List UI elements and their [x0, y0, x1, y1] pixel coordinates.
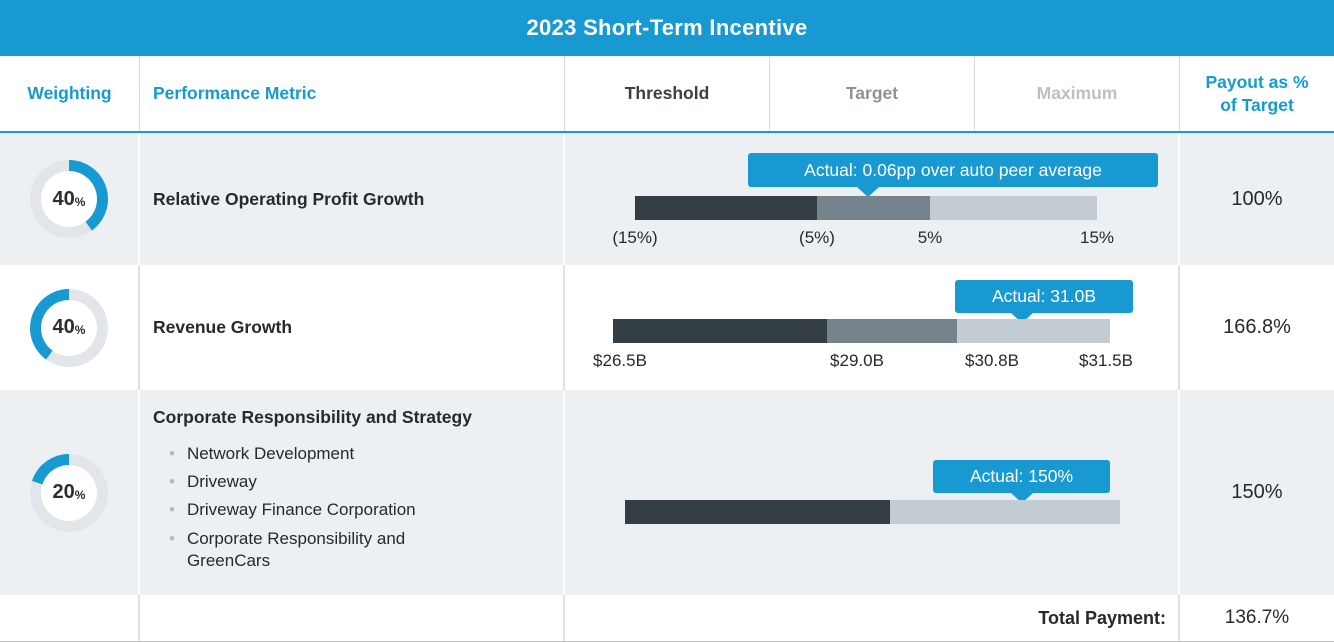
metric-cell: Revenue Growth — [140, 265, 565, 390]
axis-tick: 5% — [917, 228, 943, 247]
payout-cell: 150% — [1180, 390, 1334, 595]
donut-label: 20% — [41, 464, 97, 521]
page-title: 2023 Short-Term Incentive — [526, 15, 808, 40]
list-item: Driveway Finance Corporation — [153, 499, 543, 521]
metric-cell: Corporate Responsibility and Strategy Ne… — [140, 390, 565, 595]
performance-bar — [635, 196, 1097, 220]
footer-spacer — [0, 595, 140, 641]
chart-cell: Actual: 150% — [565, 390, 1180, 595]
bar-segment-maximum — [930, 196, 1097, 220]
metric-name: Relative Operating Profit Growth — [153, 188, 425, 209]
chart-cell: Actual: 0.06pp over auto peer average (1… — [565, 133, 1180, 265]
bar-segment-target — [817, 196, 930, 220]
header-target: Target — [770, 56, 975, 131]
footer-spacer — [140, 595, 565, 641]
header-maximum: Maximum — [975, 56, 1180, 131]
bar-segment-threshold — [635, 196, 817, 220]
callout-arrow-icon — [1011, 493, 1033, 503]
performance-bar — [625, 500, 1120, 524]
actual-callout: Actual: 150% — [933, 460, 1110, 503]
bar-segment-upper — [890, 500, 1120, 524]
payout-value: 150% — [1231, 481, 1283, 503]
payout-value: 100% — [1231, 187, 1283, 210]
payout-cell: 100% — [1180, 133, 1334, 265]
header-scale-group: Threshold Target Maximum — [565, 56, 1180, 131]
actual-callout-label: Actual: 31.0B — [991, 286, 1097, 306]
header-performance-metric: Performance Metric — [140, 56, 565, 131]
table-row-relative-operating-profit-growth: 40% Relative Operating Profit Growth Act… — [0, 133, 1334, 265]
callout-arrow-icon — [857, 187, 879, 197]
chart-cell: Actual: 31.0B $26.5B $29.0B $30.8B $31.5… — [565, 265, 1180, 390]
header-weighting: Weighting — [0, 56, 140, 131]
table-row-revenue-growth: 40% Revenue Growth Actual: 31.0B $26.5B … — [0, 265, 1334, 390]
callout-arrow-icon — [1011, 313, 1033, 323]
axis-tick: $29.0B — [830, 351, 884, 370]
donut-label: 40% — [41, 171, 97, 227]
list-item: Driveway — [153, 471, 543, 493]
payout-cell: 166.8% — [1180, 265, 1334, 390]
header-threshold: Threshold — [565, 56, 770, 131]
bar-segment-target — [827, 319, 957, 343]
header-payout: Payout as % of Target — [1205, 71, 1309, 115]
actual-callout: Actual: 0.06pp over auto peer average — [748, 153, 1158, 197]
metric-name: Revenue Growth — [153, 317, 293, 337]
weighting-donut-20: 20% — [30, 453, 108, 532]
table-row-corporate-responsibility-and-strategy: 20% Corporate Responsibility and Strateg… — [0, 390, 1334, 595]
actual-callout-label: Actual: 0.06pp over auto peer average — [804, 159, 1102, 180]
title-bar: 2023 Short-Term Incentive — [0, 0, 1334, 56]
performance-bar — [613, 319, 1110, 343]
payout-value: 166.8% — [1223, 316, 1291, 338]
list-item: Network Development — [153, 443, 543, 465]
axis-tick: (5%) — [799, 228, 835, 247]
column-header-row: Weighting Performance Metric Threshold T… — [0, 56, 1334, 133]
axis-tick: $26.5B — [593, 351, 647, 370]
axis-tick: $31.5B — [1079, 351, 1133, 370]
axis-tick: (15%) — [612, 228, 658, 247]
bar-segment-maximum — [957, 319, 1110, 343]
total-payment-row: Total Payment: 136.7% — [0, 595, 1334, 642]
weighting-donut-40: 40% — [30, 160, 108, 238]
metric-name: Corporate Responsibility and Strategy — [153, 407, 472, 428]
weighting-cell: 40% — [0, 265, 140, 390]
bar-segment-threshold — [613, 319, 827, 343]
total-payment-value: 136.7% — [1224, 607, 1290, 628]
donut-label: 40% — [41, 299, 97, 356]
metric-cell: Relative Operating Profit Growth — [140, 133, 565, 265]
axis-tick: $30.8B — [965, 351, 1019, 370]
total-payment-label: Total Payment: — [565, 595, 1180, 641]
metric-bullet-list: Network Development Driveway Driveway Fi… — [153, 437, 543, 577]
bar-segment-lower — [625, 500, 890, 524]
actual-callout-label: Actual: 150% — [969, 466, 1074, 486]
weighting-cell: 20% — [0, 390, 140, 595]
actual-callout: Actual: 31.0B — [955, 280, 1133, 323]
weighting-cell: 40% — [0, 133, 140, 265]
weighting-donut-40: 40% — [30, 288, 108, 367]
list-item: Corporate Responsibility and GreenCars — [153, 528, 543, 572]
axis-tick: 15% — [1079, 228, 1115, 247]
